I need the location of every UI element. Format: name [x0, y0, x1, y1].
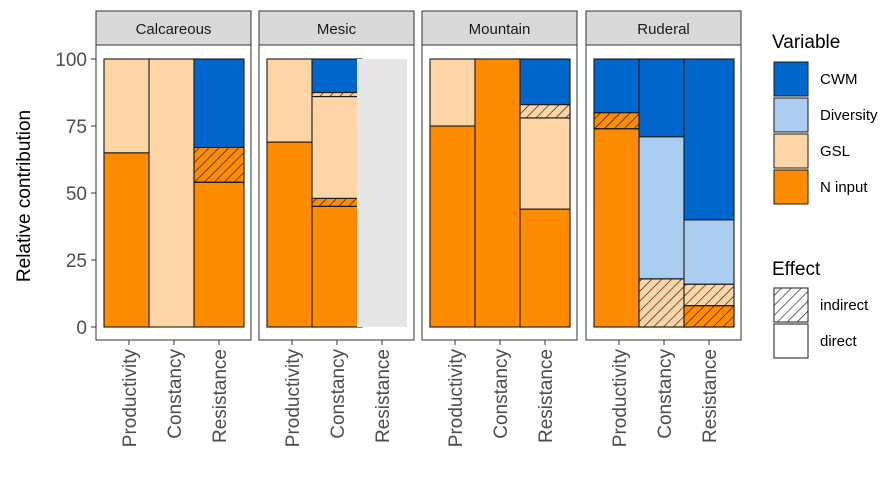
legend-label: direct	[820, 333, 858, 350]
legend-key-diversity	[773, 97, 809, 133]
bar-segment-diversity-direct	[683, 219, 735, 285]
x-tick-label: Constancy	[165, 349, 186, 439]
bar-segment-hatch	[311, 91, 363, 98]
bar-constancy: Constancy	[148, 58, 200, 439]
legend-key-cwm	[773, 61, 809, 97]
facet-mesic: Mesic Productivity Constancy Resistance	[258, 10, 415, 448]
panel-border	[421, 44, 578, 341]
bar-resistance: Resistance	[519, 58, 571, 443]
y-axis: 0 25 50 75 100	[55, 50, 96, 339]
y-tick-label: 50	[66, 184, 87, 205]
x-tick-label: Constancy	[328, 349, 349, 439]
facet-strip	[421, 10, 578, 46]
bar-segment-n-input-direct	[103, 152, 155, 328]
x-tick-label: Productivity	[283, 349, 304, 448]
legend-label: indirect	[820, 297, 869, 314]
bar-segment-n-input-direct	[429, 125, 481, 328]
bar-segment-cwm-direct	[193, 58, 245, 148]
bar-segment-n-input-direct	[474, 58, 526, 328]
bar-segment-n-input-direct	[193, 181, 245, 328]
bar-segment-n-input-direct	[311, 205, 363, 328]
bar-constancy: Constancy	[311, 58, 363, 439]
bar-productivity: Productivity	[593, 58, 645, 448]
y-tick-label: 25	[66, 251, 87, 272]
bar-resistance: Resistance	[683, 58, 735, 443]
bar-empty	[357, 59, 407, 327]
legend-title-variable: Variable	[772, 32, 840, 53]
facet-strip-label: Calcareous	[136, 21, 212, 38]
legend-key-gsl	[773, 133, 809, 169]
bar-segment-hatch	[683, 305, 735, 328]
bar-segment-n-input-direct	[593, 128, 645, 328]
facet-strip-label: Mountain	[469, 21, 531, 38]
legend-key-direct	[773, 323, 809, 359]
panel-border	[585, 44, 742, 341]
x-tick-label: Productivity	[120, 349, 141, 448]
x-tick-label: Constancy	[655, 349, 676, 439]
bar-segment-hatch	[311, 197, 363, 207]
bar-resistance: Resistance	[357, 59, 407, 443]
x-tick-label: Constancy	[491, 349, 512, 439]
y-tick-label: 75	[66, 117, 87, 138]
bar-segment-gsl-direct	[103, 58, 155, 154]
legend-label: CWM	[820, 71, 858, 88]
facet-strip-label: Ruderal	[637, 21, 690, 38]
bar-segment-hatch	[593, 112, 645, 130]
x-tick-label: Resistance	[373, 349, 394, 443]
y-tick-label: 0	[76, 318, 87, 339]
bar-productivity: Productivity	[429, 58, 481, 448]
legend-key-indirect	[773, 287, 809, 323]
bar-segment-n-input-direct	[266, 141, 318, 328]
bar-segment-hatch	[519, 104, 571, 119]
bar-constancy: Constancy	[474, 58, 526, 439]
x-tick-label: Productivity	[610, 349, 631, 448]
bar-segment-gsl-direct	[148, 58, 200, 328]
bar-segment-hatch	[683, 283, 735, 307]
bar-segment-hatch	[193, 146, 245, 183]
bar-productivity: Productivity	[266, 58, 318, 448]
bar-segment-cwm-direct	[311, 58, 363, 94]
bar-segment-cwm-direct	[593, 58, 645, 114]
panel-border	[95, 44, 252, 341]
panel-border	[258, 44, 415, 341]
bar-segment-cwm-direct	[638, 58, 690, 138]
bar-segment-cwm-direct	[683, 58, 735, 221]
facet-calcareous: Calcareous Productivity Constancy Resistanc…	[95, 10, 252, 448]
y-tick-label: 100	[55, 50, 87, 71]
x-tick-label: Resistance	[210, 349, 231, 443]
legend-key-n-input	[773, 169, 809, 205]
facet-mountain: Mountain Productivity Constancy Resistance	[421, 10, 578, 448]
bar-productivity: Productivity	[103, 58, 155, 448]
bar-segment-diversity-direct	[638, 136, 690, 280]
x-tick-label: Resistance	[700, 349, 721, 443]
legend-label: N input	[820, 179, 868, 196]
bar-resistance: Resistance	[193, 58, 245, 443]
bar-segment-hatch	[638, 278, 690, 328]
bar-constancy: Constancy	[638, 58, 690, 439]
facet-strip	[95, 10, 252, 46]
facet-ruderal: Ruderal Productivity Constancy Resistance	[585, 10, 742, 448]
bar-segment-gsl-direct	[311, 95, 363, 199]
y-axis-title: Relative contribution	[14, 110, 35, 282]
bar-segment-gsl-direct	[519, 117, 571, 210]
legend-title-effect: Effect	[772, 259, 821, 280]
legend-label: Diversity	[820, 107, 878, 124]
facet-panels: 0 25 50 75 100 Calcareous Productivity Constanc…	[55, 10, 742, 448]
bar-segment-gsl-direct	[266, 58, 318, 143]
bar-segment-cwm-direct	[519, 58, 571, 106]
bar-segment-n-input-direct	[519, 208, 571, 328]
x-tick-label: Resistance	[536, 349, 557, 443]
facet-strip-label: Mesic	[317, 21, 357, 38]
facet-strip	[258, 10, 415, 46]
legend: Variable CWM Diversity GSL N input Effect indi…	[772, 32, 878, 359]
legend-label: GSL	[820, 143, 850, 160]
bar-segment-gsl-direct	[429, 58, 481, 127]
x-tick-label: Productivity	[446, 349, 467, 448]
facet-strip	[585, 10, 742, 46]
